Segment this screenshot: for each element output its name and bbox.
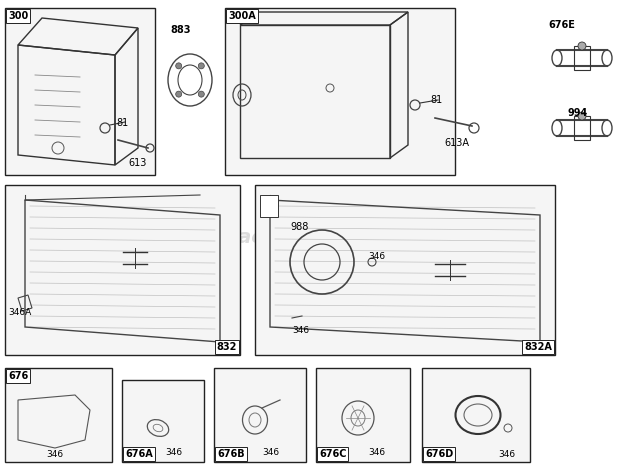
Bar — [5, 368, 112, 462]
Text: 832A: 832A — [524, 342, 552, 352]
Text: 676E: 676E — [548, 20, 575, 30]
Circle shape — [175, 63, 182, 69]
Text: 346: 346 — [262, 448, 279, 457]
Bar — [214, 368, 306, 462]
Circle shape — [578, 42, 586, 50]
Text: 676: 676 — [8, 371, 29, 381]
Bar — [5, 185, 240, 355]
Text: 346: 346 — [165, 448, 182, 457]
Bar — [5, 8, 155, 175]
Text: 300: 300 — [8, 11, 29, 21]
Bar — [316, 368, 410, 462]
Text: 346: 346 — [368, 252, 385, 261]
Circle shape — [198, 91, 205, 97]
Text: 676B: 676B — [217, 449, 245, 459]
Circle shape — [198, 63, 205, 69]
Text: 346: 346 — [46, 450, 64, 459]
Bar — [122, 380, 204, 462]
Bar — [255, 185, 555, 355]
Text: 988: 988 — [290, 222, 308, 232]
Text: 613A: 613A — [444, 138, 469, 148]
Circle shape — [578, 112, 586, 120]
Text: 676C: 676C — [319, 449, 347, 459]
Text: 346: 346 — [292, 326, 309, 335]
Text: 81: 81 — [430, 95, 442, 105]
Bar — [422, 368, 530, 462]
Text: 81: 81 — [116, 118, 128, 128]
Bar — [225, 8, 455, 175]
Text: 994: 994 — [568, 108, 588, 118]
Text: 346: 346 — [498, 450, 515, 459]
Text: 676A: 676A — [125, 449, 153, 459]
Bar — [574, 116, 590, 140]
Bar — [260, 195, 278, 217]
Text: 300A: 300A — [228, 11, 255, 21]
Circle shape — [175, 91, 182, 97]
Bar — [574, 46, 590, 70]
Text: 613: 613 — [128, 158, 146, 168]
Text: 346A: 346A — [8, 308, 31, 317]
Text: 346: 346 — [368, 448, 385, 457]
Text: 832: 832 — [216, 342, 237, 352]
Text: 883: 883 — [170, 25, 190, 35]
Text: 676D: 676D — [425, 449, 453, 459]
Text: eReplacementParts.com: eReplacementParts.com — [177, 228, 443, 247]
